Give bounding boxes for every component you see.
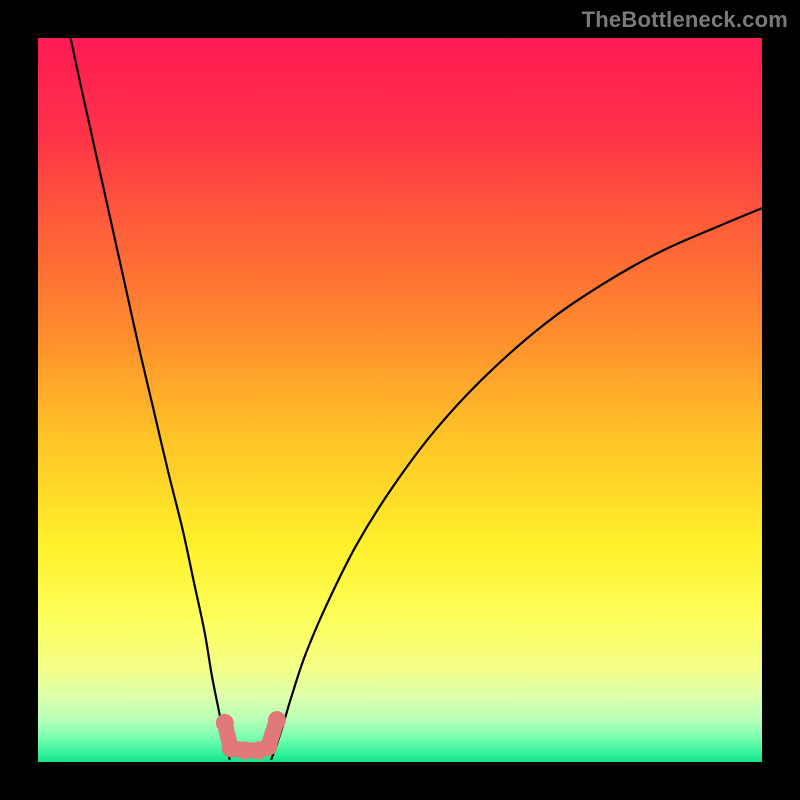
marker-dot <box>268 711 286 729</box>
bottleneck-curve-right <box>271 208 762 760</box>
watermark-text: TheBottleneck.com <box>582 7 788 33</box>
plot-area <box>38 38 762 762</box>
marker-dot <box>216 714 234 732</box>
marker-dot <box>259 738 277 756</box>
chart-svg <box>38 38 762 762</box>
bottleneck-curve-left <box>71 38 230 760</box>
